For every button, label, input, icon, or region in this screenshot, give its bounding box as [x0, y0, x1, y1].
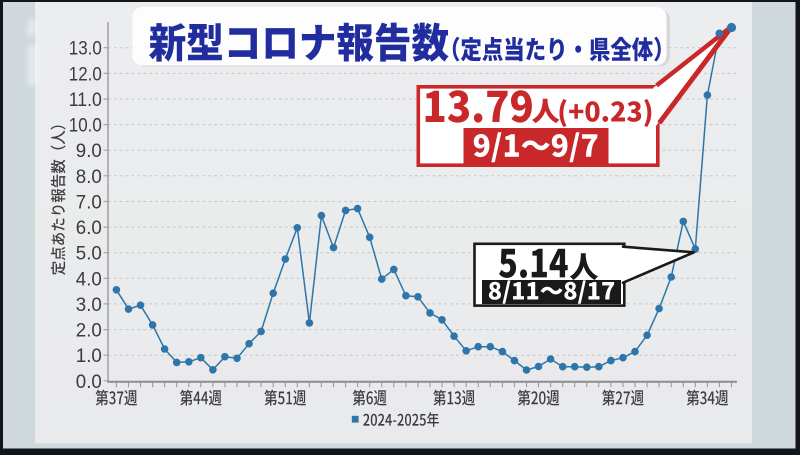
svg-text:0.0: 0.0: [76, 372, 102, 393]
svg-text:12.0: 12.0: [69, 64, 102, 85]
svg-text:3.0: 3.0: [76, 295, 102, 316]
svg-text:10.0: 10.0: [69, 116, 102, 137]
svg-text:4.0: 4.0: [76, 269, 102, 290]
svg-text:11.0: 11.0: [69, 90, 102, 111]
svg-text:5.0: 5.0: [76, 244, 102, 265]
svg-text:13.0: 13.0: [69, 39, 102, 60]
svg-text:1.0: 1.0: [76, 346, 102, 367]
svg-text:6.0: 6.0: [76, 218, 102, 239]
svg-text:2.0: 2.0: [76, 321, 102, 342]
svg-text:9.0: 9.0: [76, 141, 102, 162]
svg-text:7.0: 7.0: [76, 193, 102, 214]
svg-text:8.0: 8.0: [76, 167, 102, 188]
